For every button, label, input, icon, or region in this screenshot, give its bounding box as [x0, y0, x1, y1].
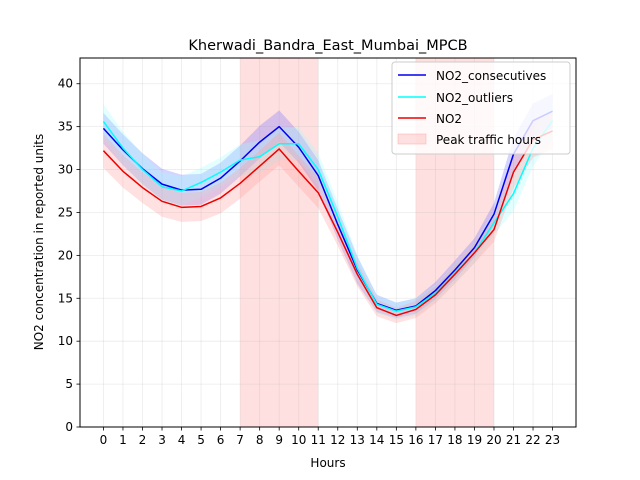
x-tick-label-5: 5 — [197, 433, 205, 447]
plot-frame — [79, 57, 577, 428]
x-tick-label-8: 8 — [256, 433, 264, 447]
x-tick-label-11: 11 — [311, 433, 326, 447]
x-tick-label-21: 21 — [506, 433, 521, 447]
series-line-NO2_consecutives — [102, 110, 553, 312]
x-tick-label-18: 18 — [447, 433, 462, 447]
x-axis-label: Hours — [310, 456, 345, 470]
x-axis-ticks: 0 1 2 3 4 5 6 7 8 9 10 11 12 13 14 15 16 17 18 19 20 21 22 23 — [100, 427, 560, 447]
legend-frame — [391, 61, 571, 155]
legend-label-peak-traffic: Peak traffic hours — [436, 133, 541, 147]
x-tick-label-1: 1 — [119, 433, 127, 447]
band-NO2 — [103, 112, 553, 324]
y-axis-label: NO2 concentration in reported units — [32, 134, 46, 351]
peak-traffic-region-0 — [240, 58, 319, 427]
y-tick-label-20: 20 — [58, 248, 73, 262]
x-tick-label-17: 17 — [428, 433, 443, 447]
x-tick-label-14: 14 — [369, 433, 384, 447]
y-tick-label-40: 40 — [58, 77, 73, 91]
x-tick-label-3: 3 — [158, 433, 166, 447]
y-tick-label-10: 10 — [58, 334, 73, 348]
legend-swatch-peak-traffic — [397, 133, 427, 145]
legend: NO2_consecutives NO2_outliers NO2 Peak t… — [391, 61, 571, 155]
band-NO2_consecutives — [103, 94, 553, 319]
y-tick-label-5: 5 — [65, 377, 73, 391]
x-tick-label-2: 2 — [139, 433, 147, 447]
x-tick-label-9: 9 — [275, 433, 283, 447]
x-tick-label-16: 16 — [408, 433, 423, 447]
x-tick-label-19: 19 — [467, 433, 482, 447]
x-tick-label-12: 12 — [330, 433, 345, 447]
y-tick-label-30: 30 — [58, 163, 73, 177]
x-tick-label-20: 20 — [486, 433, 501, 447]
y-tick-label-35: 35 — [58, 120, 73, 134]
series-lines — [102, 110, 554, 317]
confidence-bands — [103, 94, 553, 324]
x-tick-label-0: 0 — [100, 433, 108, 447]
x-tick-label-4: 4 — [178, 433, 186, 447]
x-tick-label-15: 15 — [389, 433, 404, 447]
series-line-NO2 — [102, 130, 553, 317]
y-tick-label-0: 0 — [65, 420, 73, 434]
legend-label-outliers: NO2_outliers — [436, 91, 513, 105]
y-tick-label-15: 15 — [58, 291, 73, 305]
x-tick-label-10: 10 — [291, 433, 306, 447]
x-tick-label-7: 7 — [236, 433, 244, 447]
x-tick-label-6: 6 — [217, 433, 225, 447]
legend-label-consecutives: NO2_consecutives — [436, 69, 546, 83]
y-axis-ticks: 0 5 10 15 20 25 30 35 40 — [58, 77, 80, 434]
x-tick-label-23: 23 — [545, 433, 560, 447]
x-tick-label-22: 22 — [525, 433, 540, 447]
y-tick-label-25: 25 — [58, 205, 73, 219]
x-tick-label-13: 13 — [350, 433, 365, 447]
chart-title: Kherwadi_Bandra_East_Mumbai_MPCB — [188, 38, 467, 54]
legend-label-no2: NO2 — [436, 112, 462, 126]
